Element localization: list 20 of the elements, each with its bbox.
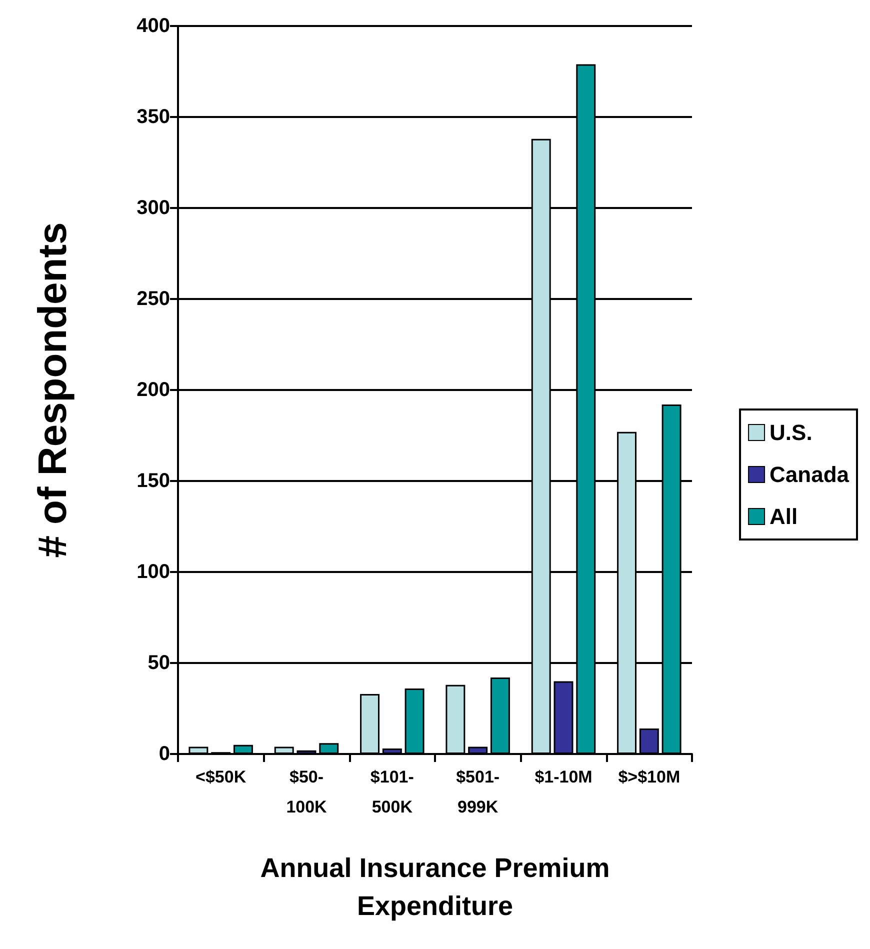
y-axis-title: # of Respondents — [31, 222, 75, 558]
x-tick-label: $50- 100K — [286, 768, 328, 816]
y-tick-label: 400 — [136, 15, 170, 37]
x-tick-label: $501- 999K — [456, 768, 500, 816]
x-tick-label: $101- 500K — [370, 768, 414, 816]
x-axis-title: Annual Insurance Premium Expenditure — [260, 853, 610, 921]
y-tick-label: 0 — [158, 743, 170, 765]
y-tick-label: 100 — [136, 561, 170, 583]
y-tick-label: 150 — [136, 470, 170, 492]
legend-label: Canada — [770, 462, 850, 487]
x-tick-label: $>$10M — [618, 768, 680, 786]
y-tick-label: 250 — [136, 288, 170, 310]
legend-label: All — [770, 504, 798, 529]
y-tick-label: 50 — [148, 652, 170, 674]
y-tick-label: 200 — [136, 379, 170, 401]
x-tick-label: $1-10M — [534, 768, 592, 786]
x-tick-label: <$50K — [196, 768, 247, 786]
y-tick-label: 300 — [136, 197, 170, 219]
y-tick-label: 350 — [136, 106, 170, 128]
legend-label: U.S. — [770, 420, 812, 445]
